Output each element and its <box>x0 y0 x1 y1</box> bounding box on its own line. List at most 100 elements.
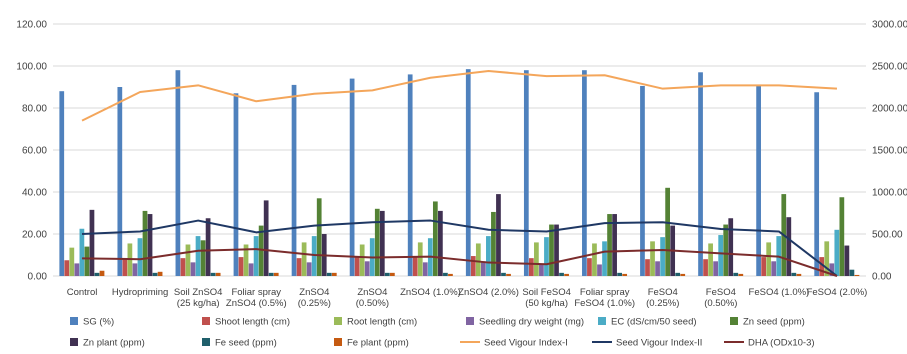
bar-fe-seed-ppm <box>501 272 506 276</box>
category-label: FeSO4 (0.50%) <box>704 287 737 309</box>
bar-ec-ds-cm-50-seed <box>834 229 840 276</box>
category-label: ZnSO4 (0.25%) <box>298 287 331 309</box>
line-dha-odx10-3 <box>82 248 838 277</box>
bar-root-length-cm <box>475 243 481 276</box>
legend-label: DHA (ODx10-3) <box>748 338 815 349</box>
bar-ec-ds-cm-50-seed <box>544 237 549 276</box>
legend-label: SG (%) <box>83 317 114 328</box>
bar-shoot-length-cm <box>122 259 128 276</box>
bar-seedling-dry-weight-mg <box>74 263 80 276</box>
bar-seedling-dry-weight-mg <box>306 262 312 276</box>
category-label: FeSO4 (0.25%) <box>646 287 679 309</box>
legend-swatch-zn-plant-ppm <box>70 338 78 346</box>
left-tick-label: 40.00 <box>22 188 47 199</box>
bar-zn-plant-ppm <box>728 218 734 276</box>
bar-shoot-length-cm <box>645 259 650 276</box>
category-label: Soil FeSO4 (50 kg/ha) <box>522 287 571 309</box>
left-tick-label: 20.00 <box>22 230 47 241</box>
bar-fe-seed-ppm <box>268 272 274 276</box>
bar-ec-ds-cm-50-seed <box>79 228 85 276</box>
category-label: Foliar spray FeSO4 (1.0%) <box>574 287 635 309</box>
bar-seedling-dry-weight-mg <box>480 261 486 276</box>
bar-zn-plant-ppm <box>612 214 617 276</box>
left-tick-label: 100.00 <box>16 62 47 73</box>
category-labels: Control Hydropriming Soil ZnSO4 (25 kg/ha)F… <box>67 287 868 309</box>
right-tick-label: 1000.00 <box>872 188 907 199</box>
bar-shoot-length-cm <box>238 257 244 276</box>
legend-label: Shoot length (cm) <box>215 317 290 328</box>
category-label: ZnSO4 (1.0%) <box>400 287 461 298</box>
bar-fe-plant-ppm <box>622 273 628 276</box>
legend-label: Zn plant (ppm) <box>83 338 145 349</box>
bar-fe-seed-ppm <box>326 272 332 276</box>
bar-shoot-length-cm <box>761 257 767 276</box>
bar-sg <box>349 78 355 276</box>
category-label: Foliar spray ZnSO4 (0.5%) <box>226 287 287 309</box>
bar-root-length-cm <box>359 244 365 276</box>
bar-root-length-cm <box>650 241 655 276</box>
legend-label: Fe plant (ppm) <box>347 338 409 349</box>
bar-seedling-dry-weight-mg <box>771 261 777 276</box>
lines <box>81 70 838 277</box>
bar-ec-ds-cm-50-seed <box>660 237 665 276</box>
legend-swatch-ec-ds-cm-50-seed <box>598 317 606 325</box>
bar-ec-ds-cm-50-seed <box>137 238 143 276</box>
bar-root-length-cm <box>243 244 249 276</box>
gridlines <box>53 23 866 277</box>
bar-shoot-length-cm <box>528 258 534 276</box>
bar-fe-plant-ppm <box>564 273 569 276</box>
bar-zn-plant-ppm <box>496 194 501 276</box>
right-axis: 0.00 500.00 1000.00 1500.00 2000.00 2500.00 30… <box>872 20 907 283</box>
bar-ec-ds-cm-50-seed <box>718 235 724 276</box>
bar-fe-plant-ppm <box>796 273 802 276</box>
bar-fe-seed-ppm <box>733 272 739 276</box>
bar-root-length-cm <box>592 243 597 276</box>
bar-seedling-dry-weight-mg <box>422 262 428 276</box>
legend-swatch-root-length-cm <box>334 317 342 325</box>
bar-sg <box>59 91 65 276</box>
bar-sg <box>814 92 820 276</box>
bar-zn-plant-ppm <box>438 210 443 276</box>
bar-seedling-dry-weight-mg <box>364 261 370 276</box>
bar-zn-seed-ppm <box>491 211 496 276</box>
bar-root-length-cm <box>824 241 830 276</box>
bar-fe-plant-ppm <box>273 272 279 276</box>
bar-zn-seed-ppm <box>549 224 554 276</box>
bar-zn-seed-ppm <box>839 197 845 276</box>
bar-fe-plant-ppm <box>506 273 511 276</box>
right-tick-label: 500.00 <box>872 230 903 241</box>
category-label: Soil ZnSO4 (25 kg/ha) <box>174 287 223 309</box>
bar-seedling-dry-weight-mg <box>132 263 138 276</box>
bar-fe-plant-ppm <box>854 274 860 276</box>
bar-sg <box>407 74 413 277</box>
bar-fe-seed-ppm <box>791 272 797 276</box>
legend-label: Seedling dry weight (mg) <box>479 317 584 328</box>
bar-fe-seed-ppm <box>849 269 855 276</box>
bar-fe-plant-ppm <box>157 271 163 276</box>
bar-seedling-dry-weight-mg <box>829 263 835 276</box>
legend-swatch-fe-plant-ppm <box>334 338 342 346</box>
bar-shoot-length-cm <box>703 259 708 276</box>
bar-zn-seed-ppm <box>665 187 670 276</box>
bar-root-length-cm <box>185 244 191 276</box>
left-axis: 0.00 20.00 40.00 60.00 80.00 100.00 120.00 <box>16 20 47 283</box>
bar-root-length-cm <box>766 242 772 276</box>
legend-label: Root length (cm) <box>347 317 417 328</box>
bar-fe-plant-ppm <box>390 272 395 276</box>
legend-label: Fe seed (ppm) <box>215 338 277 349</box>
bar-zn-seed-ppm <box>84 246 90 276</box>
bar-zn-plant-ppm <box>786 217 792 276</box>
bar-sg <box>117 87 123 276</box>
bar-zn-seed-ppm <box>258 225 264 276</box>
legend-swatch-zn-seed-ppm <box>730 317 738 325</box>
category-label: Control <box>67 287 98 298</box>
category-label: ZnSO4 (2.0%) <box>458 287 519 298</box>
right-tick-label: 3000.00 <box>872 20 907 31</box>
bar-ec-ds-cm-50-seed <box>602 241 607 276</box>
bar-ec-ds-cm-50-seed <box>195 236 201 276</box>
bar-fe-seed-ppm <box>152 272 158 276</box>
bar-fe-plant-ppm <box>738 273 744 276</box>
category-label: FeSO4 (2.0%) <box>807 287 868 298</box>
legend-label: Seed Vigour Index-II <box>616 338 702 349</box>
bar-zn-plant-ppm <box>147 214 153 276</box>
